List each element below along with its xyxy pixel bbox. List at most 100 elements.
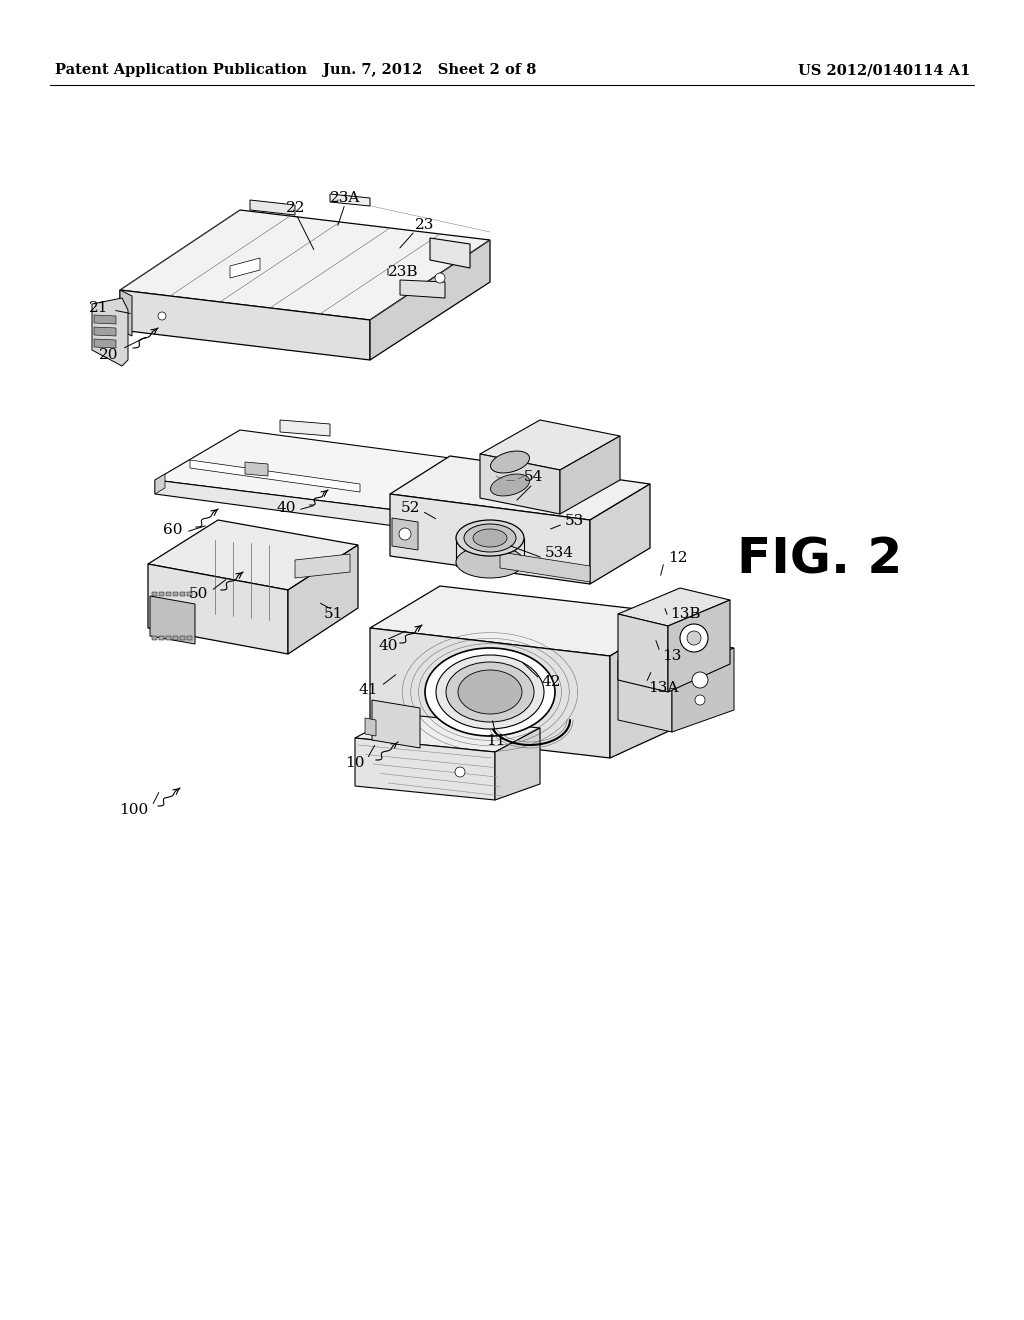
Polygon shape (365, 718, 376, 737)
Text: 20: 20 (98, 348, 118, 362)
Polygon shape (560, 436, 620, 513)
Text: 23B: 23B (388, 265, 419, 279)
Text: US 2012/0140114 A1: US 2012/0140114 A1 (798, 63, 970, 77)
Circle shape (455, 767, 465, 777)
Polygon shape (370, 240, 490, 360)
Polygon shape (495, 729, 540, 800)
Polygon shape (166, 591, 171, 597)
Polygon shape (94, 315, 116, 323)
Text: 100: 100 (119, 803, 148, 817)
Ellipse shape (473, 529, 507, 546)
Ellipse shape (425, 648, 555, 737)
Text: 54: 54 (523, 470, 543, 484)
Polygon shape (288, 545, 358, 653)
Text: 534: 534 (545, 546, 574, 560)
Text: 60: 60 (164, 523, 183, 537)
Ellipse shape (456, 520, 524, 556)
Polygon shape (500, 552, 590, 582)
Polygon shape (120, 290, 370, 360)
Text: 41: 41 (358, 682, 378, 697)
Text: 12: 12 (668, 550, 687, 565)
Polygon shape (155, 480, 395, 525)
Polygon shape (187, 636, 193, 640)
Text: 51: 51 (324, 607, 343, 620)
Ellipse shape (436, 655, 544, 729)
Circle shape (680, 624, 708, 652)
Text: 52: 52 (400, 502, 420, 515)
Circle shape (158, 312, 166, 319)
Polygon shape (180, 636, 185, 640)
Ellipse shape (490, 451, 529, 473)
Circle shape (695, 696, 705, 705)
Polygon shape (120, 290, 132, 337)
Text: FIG. 2: FIG. 2 (737, 536, 902, 583)
Polygon shape (120, 210, 490, 319)
Polygon shape (187, 591, 193, 597)
Ellipse shape (456, 546, 524, 578)
Polygon shape (166, 636, 171, 640)
Text: 13B: 13B (670, 607, 700, 620)
Text: 50: 50 (188, 587, 208, 601)
Circle shape (435, 273, 445, 282)
Polygon shape (148, 564, 288, 653)
Polygon shape (190, 459, 360, 492)
Polygon shape (92, 298, 128, 366)
Text: Patent Application Publication: Patent Application Publication (55, 63, 307, 77)
Polygon shape (390, 494, 590, 583)
Polygon shape (390, 455, 650, 520)
Text: 21: 21 (88, 301, 108, 315)
Polygon shape (230, 257, 260, 279)
Ellipse shape (464, 524, 516, 552)
Polygon shape (155, 430, 480, 510)
Polygon shape (400, 280, 445, 298)
Ellipse shape (446, 663, 534, 722)
Polygon shape (173, 591, 178, 597)
Polygon shape (668, 601, 730, 692)
Polygon shape (370, 628, 610, 758)
Polygon shape (618, 614, 668, 692)
Polygon shape (295, 554, 350, 578)
Polygon shape (280, 420, 330, 436)
Text: 13A: 13A (648, 681, 678, 696)
Ellipse shape (490, 474, 529, 496)
Polygon shape (152, 591, 157, 597)
Polygon shape (480, 454, 560, 513)
Polygon shape (355, 738, 495, 800)
Text: 40: 40 (378, 639, 397, 653)
Polygon shape (480, 420, 620, 470)
Circle shape (687, 631, 701, 645)
Polygon shape (618, 660, 672, 733)
Polygon shape (618, 636, 734, 672)
Polygon shape (355, 714, 540, 752)
Polygon shape (245, 462, 268, 477)
Polygon shape (392, 517, 418, 550)
Polygon shape (590, 484, 650, 583)
Polygon shape (372, 700, 420, 748)
Polygon shape (430, 238, 470, 268)
Circle shape (399, 528, 411, 540)
Polygon shape (370, 586, 680, 656)
Ellipse shape (458, 671, 522, 714)
Polygon shape (159, 591, 164, 597)
Polygon shape (395, 462, 480, 525)
Text: 23A: 23A (330, 191, 360, 205)
Polygon shape (159, 636, 164, 640)
Polygon shape (610, 614, 680, 758)
Polygon shape (148, 520, 358, 590)
Polygon shape (330, 194, 370, 206)
Text: 13: 13 (662, 649, 681, 663)
Text: 42: 42 (542, 675, 561, 689)
Polygon shape (150, 597, 195, 644)
Polygon shape (152, 636, 157, 640)
Polygon shape (180, 591, 185, 597)
Text: 11: 11 (486, 734, 506, 748)
Text: 10: 10 (345, 756, 365, 770)
Circle shape (692, 672, 708, 688)
Polygon shape (618, 587, 730, 626)
Text: 53: 53 (565, 513, 585, 528)
Text: 23: 23 (415, 218, 434, 232)
Polygon shape (173, 636, 178, 640)
Text: 40: 40 (276, 502, 296, 515)
Polygon shape (94, 327, 116, 337)
Polygon shape (672, 648, 734, 733)
